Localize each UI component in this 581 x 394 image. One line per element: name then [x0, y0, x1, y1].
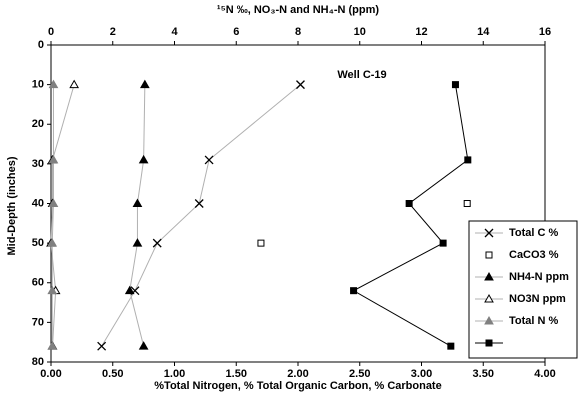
marker-triangle [48, 154, 59, 164]
x-axis-title: %Total Nitrogen, % Total Organic Carbon,… [154, 380, 441, 392]
marker-triangle [48, 198, 59, 207]
y-tick-label: 60 [32, 277, 44, 289]
marker-triangle [132, 198, 143, 207]
marker-triangle [138, 154, 149, 164]
marker-triangle [138, 341, 149, 350]
marker-triangle [132, 238, 143, 247]
legend-label: NO3N ppm [509, 293, 566, 305]
x-tick-label: 1.50 [226, 368, 247, 380]
marker-triangle [47, 238, 58, 247]
marker-square [463, 200, 471, 207]
x2-tick-label: 14 [477, 26, 490, 38]
x-tick-label: 2.00 [287, 368, 308, 380]
marker-x [204, 155, 214, 165]
x-tick-label: 3.50 [473, 368, 494, 380]
marker-x [484, 228, 494, 238]
marker-square [485, 251, 493, 259]
marker-square [464, 156, 472, 164]
x2-tick-label: 6 [233, 26, 239, 38]
marker-square [451, 81, 459, 89]
legend-box [468, 220, 578, 359]
series-line [352, 84, 469, 347]
marker-triangle [484, 293, 494, 303]
marker-triangle [47, 285, 58, 295]
legend-label: Total N % [509, 315, 559, 327]
marker-square [405, 200, 413, 207]
series-line [51, 84, 54, 347]
legend-label: Total C % [509, 227, 559, 239]
legend-label: CaCO3 % [509, 249, 559, 261]
marker-triangle [124, 285, 135, 295]
marker-triangle [69, 79, 80, 89]
marker-square [485, 339, 493, 347]
x2-tick-label: 8 [295, 26, 301, 38]
series-line [101, 84, 301, 347]
x2-tick-label: 12 [415, 26, 427, 38]
legend-label: NH4-N ppm [509, 271, 569, 283]
y-tick-label: 80 [32, 356, 44, 368]
y-tick-label: 0 [38, 39, 44, 51]
marker-square [257, 239, 265, 247]
annotation: Well C-19 [337, 69, 386, 81]
x-tick-label: 0.50 [102, 368, 123, 380]
series-line [50, 84, 75, 347]
marker-triangle [48, 79, 59, 89]
x2-tick-label: 4 [171, 26, 178, 38]
x-tick-label: 2.50 [349, 368, 370, 380]
marker-triangle [484, 315, 494, 325]
marker-x [97, 341, 107, 351]
x-tick-label: 1.00 [164, 368, 185, 380]
y-tick-label: 50 [32, 237, 44, 249]
marker-triangle [484, 271, 494, 281]
y-tick-label: 30 [32, 158, 44, 170]
marker-x [296, 80, 305, 90]
x2-tick-label: 10 [354, 26, 366, 38]
x-tick-label: 4.00 [534, 368, 555, 380]
y-axis-title: Mid-Depth (inches) [6, 156, 18, 255]
x2-tick-label: 0 [48, 26, 54, 38]
x-tick-label: 3.00 [411, 368, 432, 380]
y-tick-label: 20 [32, 118, 44, 130]
x2-tick-label: 16 [539, 26, 551, 38]
x-tick-label: 0.00 [40, 368, 61, 380]
marker-triangle [47, 341, 58, 350]
marker-square [439, 239, 447, 247]
legend: Total C % CaCO3 % NH4-N ppm NO3N ppm Total N… [468, 220, 578, 359]
marker-square [447, 342, 455, 350]
y-tick-label: 10 [32, 79, 44, 91]
marker-triangle [139, 79, 150, 89]
y-tick-label: 40 [32, 197, 44, 209]
marker-x [152, 238, 162, 248]
top-axis-title: ¹⁵N ‰, NO₃-N and NH₄-N (ppm) [217, 4, 379, 16]
series-line [129, 84, 146, 347]
x2-tick-label: 2 [110, 26, 116, 38]
marker-x [194, 199, 204, 208]
marker-square [350, 287, 358, 295]
y-tick-label: 70 [32, 316, 44, 328]
